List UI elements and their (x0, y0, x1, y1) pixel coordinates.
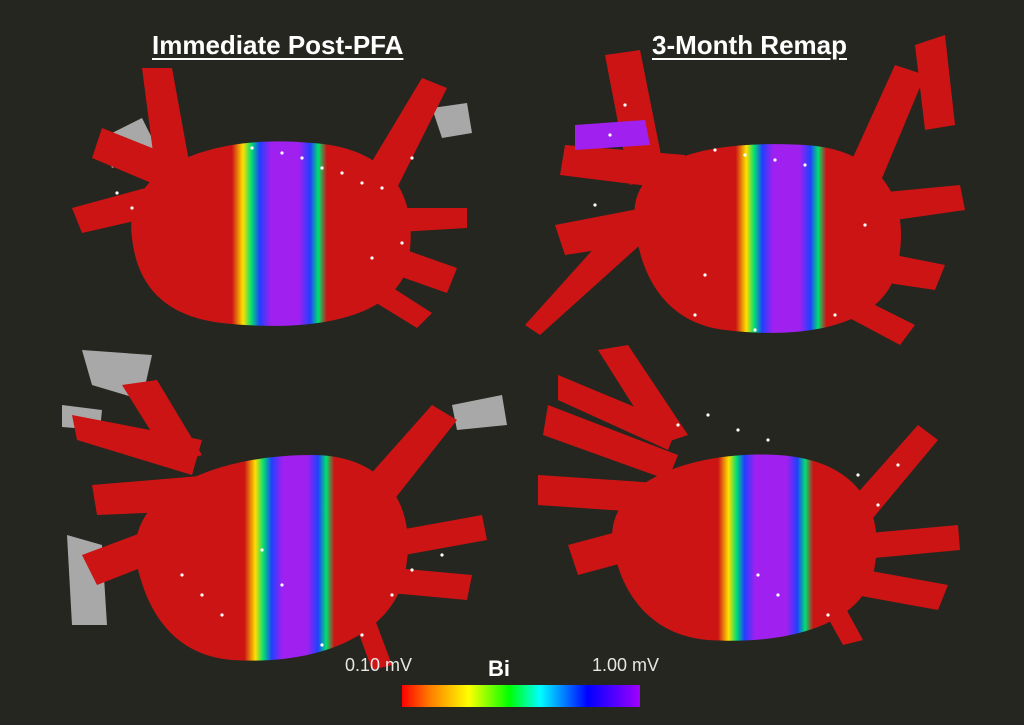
map-immediate-bottom (62, 345, 517, 670)
scale-max-label: 1.00 mV (592, 655, 660, 675)
map-3-month-bottom (528, 345, 968, 645)
map-immediate-top (62, 58, 482, 348)
title-3-month-remap: 3-Month Remap (652, 30, 847, 60)
title-immediate-post-pfa: Immediate Post-PFA (152, 30, 404, 60)
map-3-month-top (515, 25, 975, 355)
scale-min-label: 0.10 mV (345, 655, 413, 675)
scale-title: Bi (488, 656, 510, 681)
voltage-color-bar (402, 685, 640, 707)
